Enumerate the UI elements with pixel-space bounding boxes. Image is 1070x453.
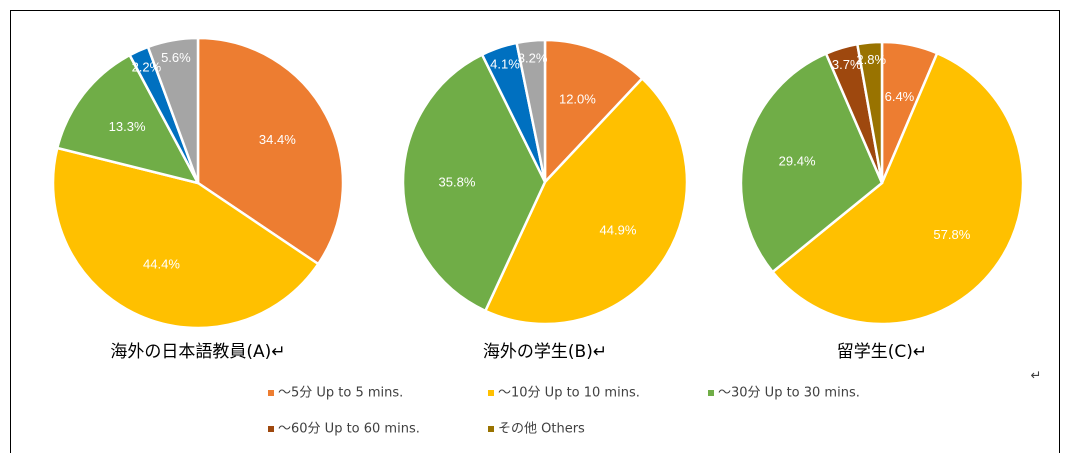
chart-title: 海外の日本語教員(A)↵ xyxy=(110,342,285,362)
pie-slice xyxy=(146,36,200,184)
data-label: 34.4% xyxy=(259,132,296,147)
chart-title: 留学生(C)↵ xyxy=(837,342,927,362)
pie-slice xyxy=(483,76,689,326)
legend-label: ～30分 Up to 30 mins. xyxy=(718,386,860,401)
pie-slice xyxy=(401,53,547,313)
data-label: 13.3% xyxy=(109,119,146,134)
pie-slice xyxy=(55,53,201,185)
data-label: 6.4% xyxy=(885,89,915,104)
legend-swatch xyxy=(268,426,274,432)
pie-slice xyxy=(543,38,644,186)
data-label: 35.8% xyxy=(439,175,476,190)
pie-slice xyxy=(855,40,884,184)
legend-swatch xyxy=(488,426,494,432)
legend-swatch xyxy=(708,390,714,396)
legend-swatch xyxy=(488,390,494,396)
legend-label: ～60分 Up to 60 mins. xyxy=(278,422,420,437)
data-label: 44.4% xyxy=(143,257,180,272)
data-label: 2.8% xyxy=(856,52,886,67)
pie-slice xyxy=(515,38,547,183)
data-label: 12.0% xyxy=(559,92,596,107)
frame xyxy=(10,10,1060,453)
legend-label: ～5分 Up to 5 mins. xyxy=(278,386,403,401)
data-label: 29.4% xyxy=(779,154,816,169)
legend-swatch xyxy=(268,390,274,396)
data-label: 57.8% xyxy=(933,227,970,242)
data-label: 3.7% xyxy=(832,57,862,72)
pie-slice xyxy=(770,51,1025,326)
legend-label: その他 Others xyxy=(498,422,585,437)
paragraph-mark: ↵ xyxy=(1031,369,1042,384)
pie-slice xyxy=(51,146,320,330)
pie-slice xyxy=(739,51,884,274)
data-label: 2.2% xyxy=(132,59,162,74)
legend-label: ～10分 Up to 10 mins. xyxy=(498,386,640,401)
data-label: 3.2% xyxy=(518,51,548,66)
pie-slice xyxy=(196,36,345,266)
data-label: 44.9% xyxy=(600,223,637,238)
data-label: 4.1% xyxy=(490,57,520,72)
chart-title: 海外の学生(B)↵ xyxy=(483,342,607,362)
data-label: 5.6% xyxy=(161,50,191,65)
